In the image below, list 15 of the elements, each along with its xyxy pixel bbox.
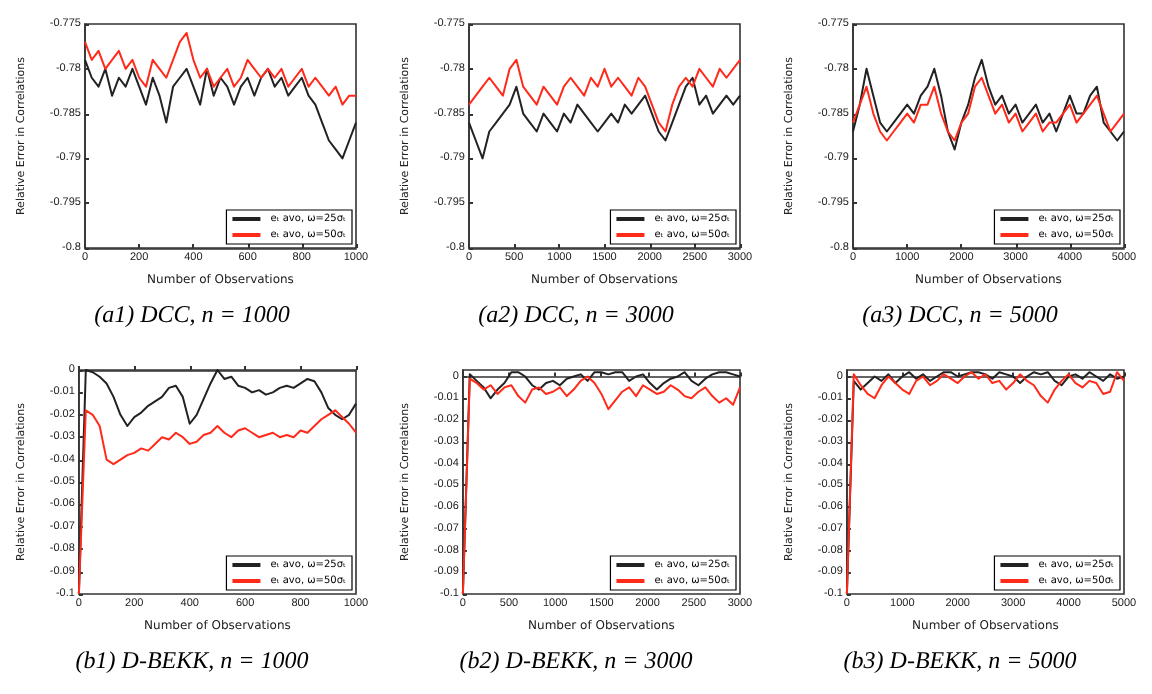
line-series (83, 58, 357, 160)
line-series (467, 58, 741, 133)
text: (b2) D-BEKK, n = 3000 (459, 646, 693, 674)
text: (a1) DCC, n = 1000 (94, 300, 290, 328)
text: (b1) D-BEKK, n = 1000 (75, 646, 309, 674)
text: (a2) DCC, n = 3000 (478, 300, 674, 328)
text: (a3) DCC, n = 5000 (862, 300, 1058, 328)
line-series (77, 409, 357, 595)
line-series (845, 371, 1125, 595)
line-series (851, 76, 1125, 142)
text: (b3) D-BEKK, n = 5000 (843, 646, 1077, 674)
line-series (851, 58, 1125, 151)
line-series (83, 31, 357, 106)
line-series (77, 369, 357, 595)
line-series (467, 76, 741, 160)
